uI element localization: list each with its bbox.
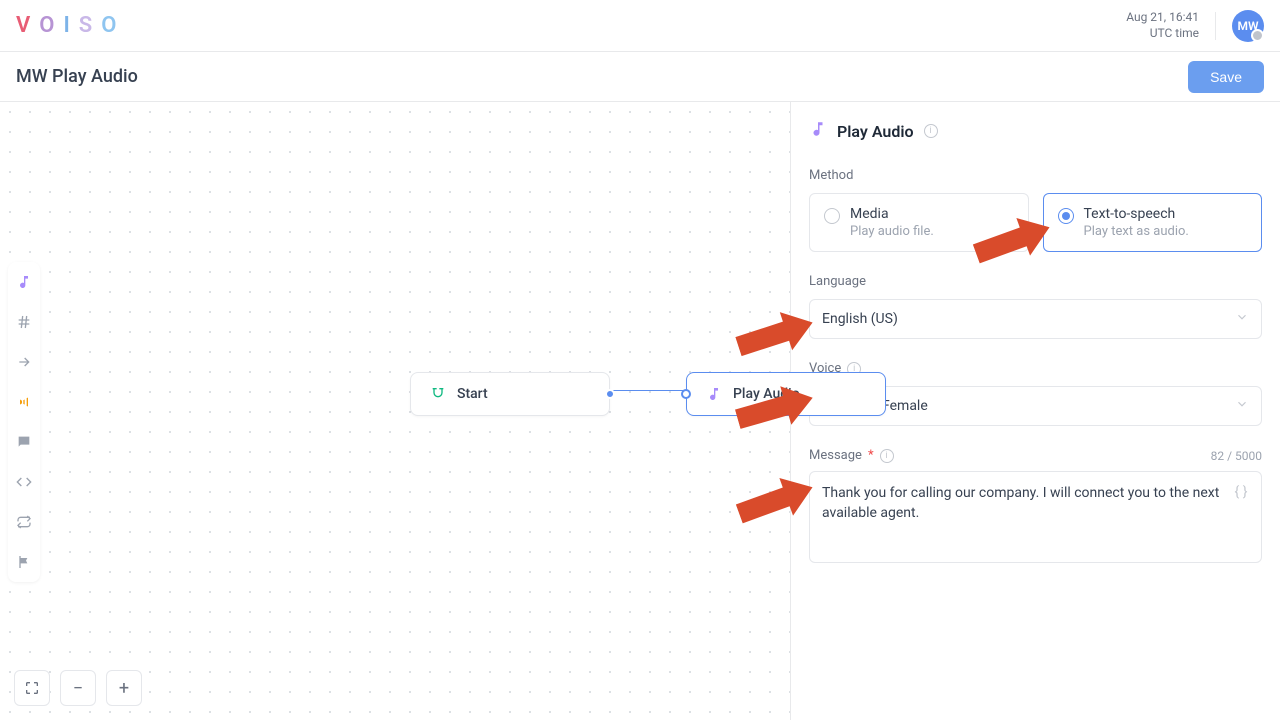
insert-variable-button[interactable]: { } [1230, 481, 1252, 503]
node-play-label: Play Audio [733, 386, 800, 402]
node-start-label: Start [457, 386, 488, 402]
node-start[interactable]: Start [410, 372, 610, 416]
chevron-down-icon [1235, 397, 1249, 415]
tool-hash-icon[interactable] [8, 302, 40, 342]
flow-canvas[interactable]: Start Play Audio − + [0, 102, 790, 720]
tts-title: Text-to-speech [1084, 206, 1189, 222]
zoom-out-button[interactable]: − [60, 670, 96, 706]
zoom-in-button[interactable]: + [106, 670, 142, 706]
info-icon[interactable]: i [924, 124, 938, 138]
message-wrap: { } [809, 471, 1262, 567]
media-sub: Play audio file. [850, 224, 934, 239]
method-row: Media Play audio file. Text-to-speech Pl… [809, 193, 1262, 252]
bottom-tools: − + [14, 670, 142, 706]
tool-arrow-icon[interactable] [8, 342, 40, 382]
tz-text: UTC time [1126, 26, 1199, 42]
tool-flag-icon[interactable] [8, 542, 40, 582]
flow-edge [610, 390, 688, 392]
language-value: English (US) [822, 311, 898, 327]
info-icon[interactable]: i [880, 449, 894, 463]
chevron-down-icon [1235, 310, 1249, 328]
message-textarea[interactable] [809, 471, 1262, 563]
top-header: VOISO Aug 21, 16:41 UTC time MW [0, 0, 1280, 52]
radio-tts[interactable] [1058, 208, 1074, 224]
radio-media[interactable] [824, 208, 840, 224]
language-label: Language [809, 274, 1262, 289]
date-text: Aug 21, 16:41 [1126, 10, 1199, 26]
tool-loop-icon[interactable] [8, 502, 40, 542]
tts-sub: Play text as audio. [1084, 224, 1189, 239]
music-note-icon [809, 120, 827, 142]
language-select[interactable]: English (US) [809, 299, 1262, 339]
panel-title: Play Audio [837, 122, 914, 141]
method-label: Method [809, 168, 1262, 183]
fullscreen-button[interactable] [14, 670, 50, 706]
tool-broadcast-icon[interactable] [8, 382, 40, 422]
message-label: Message * i [809, 448, 894, 463]
method-media[interactable]: Media Play audio file. [809, 193, 1029, 252]
start-icon [429, 385, 447, 403]
logo[interactable]: VOISO [16, 13, 122, 38]
main: Start Play Audio − + Play Audio i [0, 102, 1280, 720]
avatar[interactable]: MW [1232, 10, 1264, 42]
page-title: MW Play Audio [16, 66, 138, 87]
method-tts[interactable]: Text-to-speech Play text as audio. [1043, 193, 1263, 252]
panel-header: Play Audio i [809, 120, 1262, 142]
port-out[interactable] [605, 389, 615, 399]
sub-header: MW Play Audio Save [0, 52, 1280, 102]
tool-code-icon[interactable] [8, 462, 40, 502]
node-play-audio[interactable]: Play Audio [686, 372, 886, 416]
char-count: 82 / 5000 [1211, 449, 1262, 463]
side-toolbar [8, 262, 40, 582]
header-right: Aug 21, 16:41 UTC time MW [1126, 10, 1264, 42]
divider [1215, 12, 1216, 40]
port-in[interactable] [681, 389, 691, 399]
tool-message-icon[interactable] [8, 422, 40, 462]
save-button[interactable]: Save [1188, 61, 1264, 93]
music-note-icon [705, 385, 723, 403]
media-title: Media [850, 206, 934, 222]
tool-play-audio-icon[interactable] [8, 262, 40, 302]
message-label-row: Message * i 82 / 5000 [809, 448, 1262, 463]
datetime: Aug 21, 16:41 UTC time [1126, 10, 1199, 41]
